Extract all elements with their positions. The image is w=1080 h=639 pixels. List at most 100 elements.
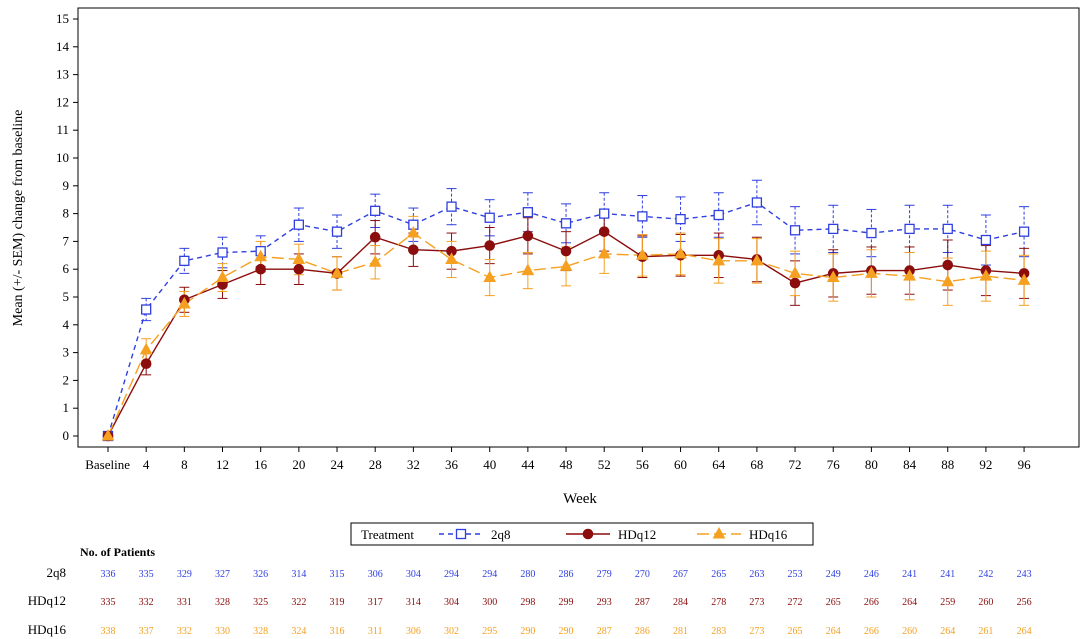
patients-count: 265 xyxy=(826,597,841,608)
x-tick-label: 28 xyxy=(369,457,382,472)
patients-count: 260 xyxy=(978,597,993,608)
patients-count: 281 xyxy=(673,626,688,637)
hdq16-point xyxy=(1017,273,1031,285)
2q8-point xyxy=(713,209,724,221)
patients-count: 256 xyxy=(1017,597,1032,608)
y-tick-label: 14 xyxy=(56,39,70,54)
patients-row-label: HDq12 xyxy=(28,593,66,608)
2q8-point xyxy=(866,227,877,239)
y-axis-label: Mean (+/- SEM) change from baseline xyxy=(11,110,26,327)
x-tick-label: 48 xyxy=(560,457,573,472)
hdq16-point xyxy=(483,270,497,283)
patients-count: 319 xyxy=(330,597,345,608)
y-tick-label: 0 xyxy=(63,428,70,443)
x-tick-label: 52 xyxy=(598,457,611,472)
2q8-point xyxy=(980,234,992,246)
hdq16-point xyxy=(368,255,382,267)
hdq16-point xyxy=(407,226,420,238)
patients-count: 263 xyxy=(749,569,764,580)
patients-count: 302 xyxy=(444,626,459,637)
patients-count: 273 xyxy=(749,626,764,637)
patients-count: 265 xyxy=(711,569,726,580)
y-tick-label: 3 xyxy=(63,345,70,360)
x-tick-label: 16 xyxy=(254,457,268,472)
patients-count: 290 xyxy=(520,626,535,637)
patients-count: 315 xyxy=(330,569,345,580)
hdq12-point xyxy=(408,244,419,256)
patients-count: 249 xyxy=(826,569,841,580)
2q8-point xyxy=(789,225,801,236)
2q8-point xyxy=(331,226,343,237)
hdq16-point xyxy=(216,270,229,283)
patients-count: 335 xyxy=(139,569,154,580)
x-tick-label: 60 xyxy=(674,457,687,472)
hdq16-point xyxy=(559,259,573,271)
2q8-point xyxy=(217,247,228,258)
patients-count: 306 xyxy=(368,569,383,580)
hdq12-point xyxy=(522,230,534,242)
2q8-point xyxy=(751,197,763,208)
patients-count: 294 xyxy=(444,569,459,580)
x-tick-label: 56 xyxy=(636,457,650,472)
2q8-point xyxy=(675,214,686,225)
patients-count: 264 xyxy=(940,626,955,637)
hdq16-point xyxy=(979,269,993,281)
hdq12-point xyxy=(293,263,305,275)
patients-count: 264 xyxy=(826,626,841,637)
legend-swatch-marker xyxy=(712,526,726,539)
2q8-point xyxy=(637,211,648,222)
hdq12-point xyxy=(942,259,954,271)
legend-entry-label: HDq12 xyxy=(618,527,656,542)
patients-count: 241 xyxy=(940,569,955,580)
patients-count: 259 xyxy=(940,597,955,608)
patients-count: 328 xyxy=(215,597,230,608)
y-tick-label: 1 xyxy=(63,400,70,415)
patients-table: 2q8 336 335 329 327 326 314 315 306 304 294 294 280 2… xyxy=(28,565,1032,637)
x-axis-label: Week xyxy=(563,491,597,507)
2q8-point xyxy=(141,304,152,315)
patients-count: 278 xyxy=(711,597,726,608)
patients-count: 293 xyxy=(597,597,612,608)
hdq12-point xyxy=(598,226,610,237)
x-tick-label: Baseline xyxy=(85,457,130,472)
2q8-point xyxy=(1018,226,1030,237)
patients-table-title: No. of Patients xyxy=(80,545,155,559)
patients-count: 265 xyxy=(788,626,803,637)
y-tick-label: 6 xyxy=(63,261,70,276)
hdq16-point xyxy=(177,296,191,309)
patients-count: 266 xyxy=(864,597,879,608)
hdq12-point xyxy=(140,358,152,370)
x-tick-label: 32 xyxy=(407,457,420,472)
patients-row-label: HDq16 xyxy=(28,622,67,637)
patients-count: 300 xyxy=(482,597,497,608)
hdq12-point xyxy=(484,240,496,251)
patients-count: 304 xyxy=(444,597,459,608)
hdq16-point xyxy=(865,266,878,278)
hdq16-point xyxy=(636,248,649,260)
patients-count: 327 xyxy=(215,569,230,580)
patients-count: 264 xyxy=(1017,626,1032,637)
patients-count: 298 xyxy=(520,597,535,608)
patients-count: 286 xyxy=(635,626,650,637)
patients-count: 272 xyxy=(788,597,803,608)
patients-count: 317 xyxy=(368,597,383,608)
patients-count: 243 xyxy=(1017,569,1032,580)
x-tick-label: 76 xyxy=(827,457,841,472)
hdq16-point xyxy=(750,253,764,266)
legend-swatch-marker xyxy=(582,528,594,540)
plot-frame xyxy=(77,7,1080,448)
patients-count: 246 xyxy=(864,569,879,580)
x-tick-label: 36 xyxy=(445,457,459,472)
x-tick-label: 24 xyxy=(331,457,345,472)
patients-count: 241 xyxy=(902,569,917,580)
hdq16-point xyxy=(254,249,268,262)
hdq12-point xyxy=(560,245,572,257)
patients-count: 286 xyxy=(559,569,574,580)
2q8-point xyxy=(828,223,839,235)
legend-title: Treatment xyxy=(361,527,414,542)
patients-count: 332 xyxy=(177,626,192,637)
x-tick-label: 80 xyxy=(865,457,878,472)
x-tick-label: 20 xyxy=(292,457,305,472)
y-tick-label: 11 xyxy=(56,122,69,137)
hdq16-point xyxy=(903,269,916,281)
